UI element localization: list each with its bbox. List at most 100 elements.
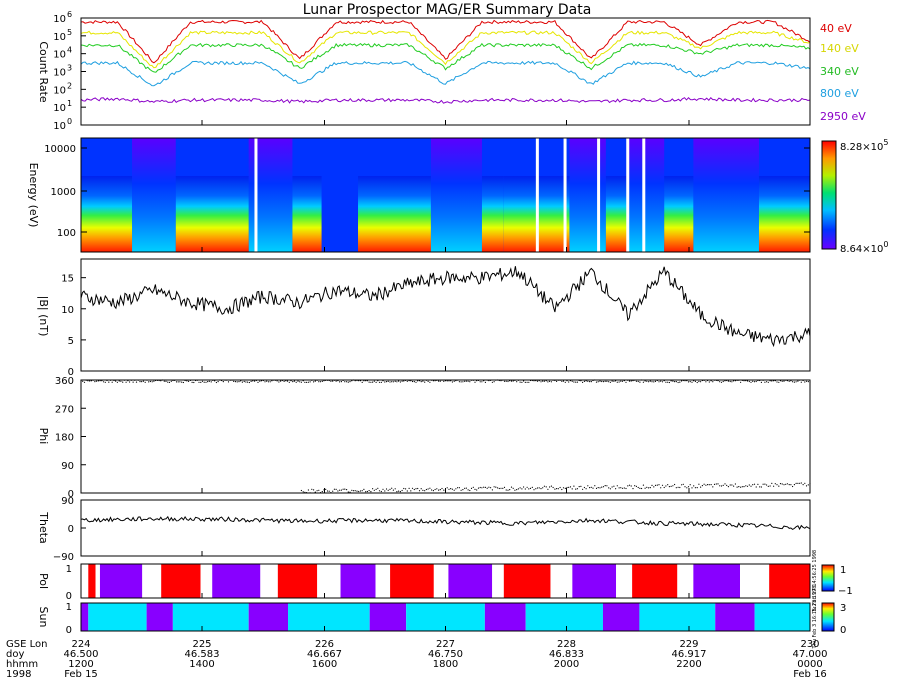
- phi-point: [168, 381, 171, 383]
- phi-point: [646, 380, 648, 382]
- phi-point: [766, 484, 768, 486]
- phi-point: [637, 486, 639, 489]
- phi-point: [686, 487, 688, 489]
- phi-point: [797, 380, 799, 382]
- phi-point: [554, 488, 556, 490]
- pol-ytick-0: 0: [66, 591, 72, 602]
- phi-point: [533, 489, 535, 491]
- phi-point: [462, 381, 464, 383]
- phi-point: [491, 489, 493, 491]
- phi-point: [790, 484, 792, 486]
- phi-point: [254, 380, 256, 382]
- phi-point: [425, 488, 427, 491]
- count-series-340ev: [80, 42, 811, 73]
- phi-point: [698, 380, 700, 383]
- phi-point: [346, 381, 348, 383]
- phi-point: [615, 488, 617, 490]
- phi-point: [696, 381, 698, 384]
- phi-point: [432, 490, 434, 492]
- phi-point: [116, 381, 118, 383]
- phi-point: [594, 485, 596, 487]
- phi-point: [585, 380, 587, 382]
- phi-point: [165, 380, 167, 382]
- phi-point: [401, 380, 403, 382]
- phi-point: [460, 381, 462, 383]
- phi-point: [464, 487, 466, 489]
- phi-point: [639, 381, 641, 383]
- phi-point: [455, 488, 457, 490]
- pol-segment: [572, 564, 617, 598]
- phi-point: [538, 487, 540, 489]
- phi-point: [642, 381, 645, 383]
- phi-point: [375, 381, 377, 383]
- phi-point: [458, 487, 460, 489]
- phi-point: [700, 381, 702, 383]
- phi-point: [653, 486, 655, 488]
- phi-point: [269, 381, 271, 383]
- phi-point: [309, 381, 311, 383]
- phi-point: [361, 490, 363, 492]
- phi-point: [589, 381, 591, 383]
- phi-point: [370, 381, 372, 383]
- energy-colorbar: [821, 140, 837, 250]
- phi-point: [576, 381, 579, 383]
- phi-point: [715, 483, 717, 485]
- phi-point: [387, 489, 389, 491]
- phi-point: [710, 484, 712, 486]
- phi-point: [592, 487, 594, 489]
- phi-point: [413, 381, 415, 383]
- phi-point: [453, 489, 455, 491]
- phi-point: [280, 380, 282, 382]
- phi-point: [467, 380, 469, 382]
- phi-point: [207, 381, 209, 383]
- sun-segment: [602, 603, 640, 631]
- phi-point: [616, 485, 618, 487]
- sun-segment: [81, 603, 89, 631]
- phi-frame: [80, 379, 811, 494]
- phi-point: [346, 489, 348, 491]
- phi-point: [179, 381, 181, 383]
- phi-point: [746, 380, 749, 382]
- bmag-tick-label: 5: [68, 336, 74, 347]
- sun-segment: [288, 603, 370, 631]
- phi-point: [623, 487, 625, 489]
- phi-point: [311, 488, 313, 490]
- phi-point: [306, 381, 308, 383]
- phi-point: [148, 381, 150, 383]
- spectrogram-low-flux-region: [569, 138, 606, 252]
- phi-point: [644, 380, 646, 382]
- phi-point: [300, 381, 302, 383]
- phi-point: [470, 487, 473, 489]
- phi-point: [608, 381, 610, 383]
- x-tick-label: 228: [557, 639, 576, 650]
- phi-point: [422, 380, 424, 382]
- phi-point: [575, 488, 577, 490]
- sun-colorbar-top: 3: [840, 603, 846, 614]
- phi-point: [344, 488, 346, 490]
- phi-point: [359, 490, 362, 492]
- phi-point: [804, 482, 806, 484]
- phi-point: [304, 381, 306, 383]
- phi-point: [451, 381, 453, 383]
- phi-point: [653, 381, 655, 383]
- phi-point: [358, 490, 360, 493]
- x-tick-label: 46.833: [549, 649, 584, 660]
- phi-point: [292, 381, 294, 383]
- phi-point: [248, 381, 250, 384]
- pol-segment: [142, 564, 162, 598]
- phi-point: [257, 381, 259, 383]
- phi-point: [490, 487, 492, 489]
- phi-point: [764, 483, 766, 485]
- phi-point: [372, 488, 374, 490]
- phi-point: [175, 381, 178, 383]
- x-tick-label: 1400: [189, 659, 214, 670]
- phi-point: [627, 485, 629, 487]
- phi-point: [122, 381, 124, 383]
- phi-point: [474, 381, 476, 383]
- phi-tick-label: 360: [55, 376, 74, 387]
- phi-point: [247, 381, 249, 383]
- phi-point: [668, 381, 671, 384]
- phi-point: [672, 380, 674, 382]
